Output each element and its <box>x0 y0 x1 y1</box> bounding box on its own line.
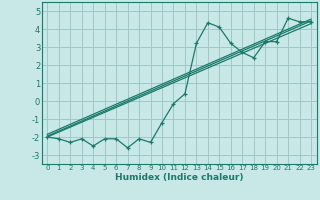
X-axis label: Humidex (Indice chaleur): Humidex (Indice chaleur) <box>115 173 244 182</box>
